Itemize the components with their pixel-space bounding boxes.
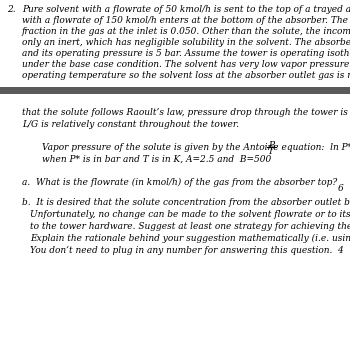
Text: Vapor pressure of the solute is given by the Antoine equation:  ln P* = A −: Vapor pressure of the solute is given by… xyxy=(42,143,350,152)
Text: L/G is relatively constant throughout the tower.: L/G is relatively constant throughout th… xyxy=(22,120,239,129)
Text: B: B xyxy=(268,141,274,150)
Text: b.  It is desired that the solute concentration from the absorber outlet be furt: b. It is desired that the solute concent… xyxy=(22,198,350,207)
Text: fraction in the gas at the inlet is 0.050. Other than the solute, the incoming g: fraction in the gas at the inlet is 0.05… xyxy=(22,27,350,36)
Text: only an inert, which has negligible solubility in the solvent. The absorber has : only an inert, which has negligible solu… xyxy=(22,38,350,47)
Text: You don’t need to plug in any number for answering this question.: You don’t need to plug in any number for… xyxy=(30,246,332,255)
Text: to the tower hardware. Suggest at least one strategy for achieving the desired g: to the tower hardware. Suggest at least … xyxy=(30,222,350,231)
Text: 4: 4 xyxy=(337,246,343,255)
Text: operating temperature so the solvent loss at the absorber outlet gas is negligib: operating temperature so the solvent los… xyxy=(22,71,350,80)
Text: Explain the rationale behind your suggestion mathematically (i.e. using equation: Explain the rationale behind your sugges… xyxy=(30,234,350,243)
Text: Unfortunately, no change can be made to the solvent flowrate or to its temperatu: Unfortunately, no change can be made to … xyxy=(30,210,350,219)
Text: T: T xyxy=(268,148,274,157)
Text: with a flowrate of 150 kmol/h enters at the bottom of the absorber. The solute m: with a flowrate of 150 kmol/h enters at … xyxy=(22,16,350,25)
Text: under the base case condition. The solvent has very low vapor pressure at the ab: under the base case condition. The solve… xyxy=(22,60,350,69)
Text: Pure solvent with a flowrate of 50 kmol/h is sent to the top of a trayed absorbe: Pure solvent with a flowrate of 50 kmol/… xyxy=(22,5,350,14)
Text: 2.: 2. xyxy=(7,5,16,14)
Text: a.  What is the flowrate (in kmol/h) of the gas from the absorber top?: a. What is the flowrate (in kmol/h) of t… xyxy=(22,178,337,187)
Text: when P* is in bar and T is in K, A=2.5 and  B=500: when P* is in bar and T is in K, A=2.5 a… xyxy=(42,155,271,164)
Text: that the solute follows Raoult’s law, pressure drop through the tower is negligi: that the solute follows Raoult’s law, pr… xyxy=(22,108,350,117)
Text: 6: 6 xyxy=(337,184,343,193)
Bar xyxy=(0,87,350,94)
Text: and its operating pressure is 5 bar. Assume the tower is operating isothermally : and its operating pressure is 5 bar. Ass… xyxy=(22,49,350,58)
